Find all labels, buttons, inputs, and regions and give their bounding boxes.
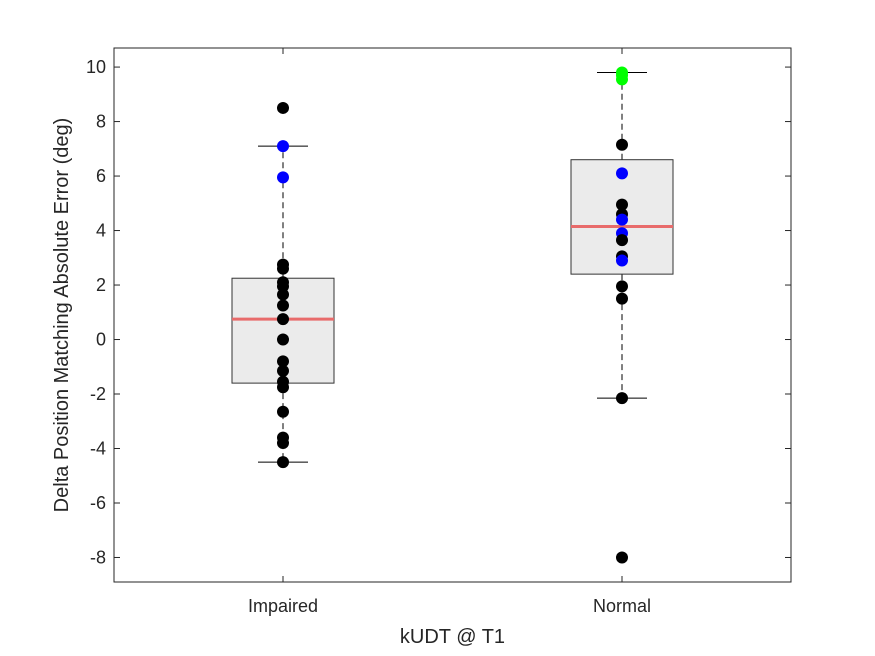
y-tick-label: 0 bbox=[96, 330, 106, 350]
box-group-normal bbox=[570, 66, 674, 564]
data-point bbox=[277, 405, 289, 418]
data-point bbox=[616, 73, 628, 86]
data-point bbox=[616, 292, 628, 305]
data-point bbox=[616, 392, 628, 405]
y-tick-label: 10 bbox=[86, 57, 106, 77]
data-point bbox=[277, 364, 289, 377]
y-tick-label: -8 bbox=[90, 547, 106, 567]
x-axis-label: kUDT @ T1 bbox=[400, 626, 505, 648]
data-point bbox=[616, 254, 628, 267]
y-tick-label: -6 bbox=[90, 493, 106, 513]
data-point bbox=[277, 313, 289, 326]
plot-frame bbox=[113, 47, 792, 583]
data-point bbox=[616, 280, 628, 293]
data-point bbox=[277, 355, 289, 368]
y-tick-label: 6 bbox=[96, 166, 106, 186]
data-point bbox=[277, 437, 289, 450]
data-point bbox=[277, 381, 289, 394]
data-point bbox=[616, 198, 628, 211]
x-tick-label: Impaired bbox=[248, 596, 318, 616]
plot-area bbox=[114, 48, 791, 582]
data-point bbox=[277, 299, 289, 312]
data-point bbox=[616, 138, 628, 151]
data-point bbox=[277, 456, 289, 469]
data-point bbox=[616, 551, 628, 564]
data-point bbox=[616, 167, 628, 180]
box-plot-content bbox=[231, 66, 674, 564]
x-tick-label: Normal bbox=[593, 596, 651, 616]
data-point bbox=[277, 333, 289, 346]
data-point bbox=[277, 101, 289, 114]
box-group-impaired bbox=[231, 101, 335, 469]
data-point bbox=[277, 262, 289, 275]
y-axis-label: Delta Position Matching Absolute Error (… bbox=[51, 118, 73, 513]
axis-ticks: -8 -6 -4 -2 0 2 4 6 8 10 Impaired Normal bbox=[86, 48, 791, 616]
y-tick-label: -4 bbox=[90, 439, 106, 459]
y-tick-label: 2 bbox=[96, 275, 106, 295]
data-point bbox=[277, 140, 289, 153]
y-tick-label: 8 bbox=[96, 112, 106, 132]
data-point bbox=[616, 234, 628, 247]
y-tick-label: -2 bbox=[90, 384, 106, 404]
data-point bbox=[616, 213, 628, 226]
data-point bbox=[277, 171, 289, 184]
data-point bbox=[277, 288, 289, 301]
y-tick-label: 4 bbox=[96, 221, 106, 241]
